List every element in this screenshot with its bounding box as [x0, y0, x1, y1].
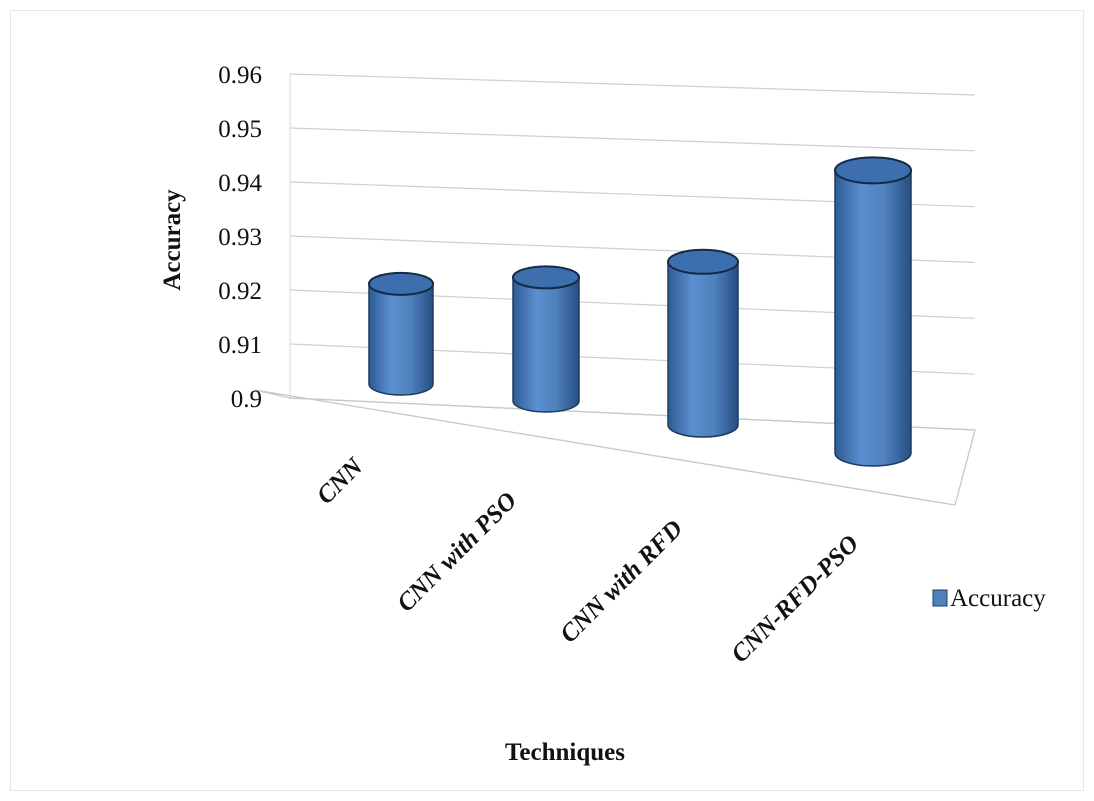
chart-floor — [254, 389, 976, 506]
y-tick-label: 0.9 — [231, 386, 262, 413]
bar-top — [368, 271, 434, 296]
bar-body — [667, 261, 739, 438]
legend-swatch — [932, 589, 948, 607]
y-tick-label: 0.92 — [218, 278, 262, 305]
legend-label: Accuracy — [950, 585, 1046, 612]
x-axis-categories: CNN CNN with PSO CNN with RFD CNN-RFD-PSO — [312, 452, 864, 668]
x-category-label: CNN — [312, 452, 369, 509]
legend: Accuracy — [932, 585, 1046, 612]
y-axis-title: Accuracy — [159, 189, 186, 291]
y-tick-label: 0.96 — [218, 62, 262, 89]
chart-frame — [10, 10, 1084, 791]
bar-body — [834, 169, 912, 467]
y-tick-label: 0.95 — [218, 116, 262, 143]
x-category-label: CNN-RFD-PSO — [726, 530, 864, 668]
bar-cylinder — [368, 271, 434, 396]
bar-cylinder — [512, 265, 580, 413]
y-axis-ticks: 0.9 0.91 0.92 0.93 0.94 0.95 0.96 — [218, 62, 262, 413]
y-tick-label: 0.94 — [218, 170, 262, 197]
x-category-label: CNN with RFD — [555, 515, 688, 648]
y-tick-label: 0.93 — [218, 224, 262, 251]
bars — [368, 156, 912, 467]
gridline — [289, 73, 976, 96]
bar-top — [512, 265, 580, 290]
x-axis-title: Techniques — [505, 739, 625, 766]
bar-cylinder — [667, 248, 739, 438]
y-tick-label: 0.91 — [218, 332, 262, 359]
bar-cylinder — [834, 156, 912, 467]
gridline — [289, 127, 976, 152]
bar-body — [368, 283, 434, 396]
bar-body — [512, 276, 580, 413]
x-category-label: CNN with PSO — [392, 487, 522, 617]
bar-top — [667, 248, 739, 275]
bar-top — [834, 156, 912, 185]
